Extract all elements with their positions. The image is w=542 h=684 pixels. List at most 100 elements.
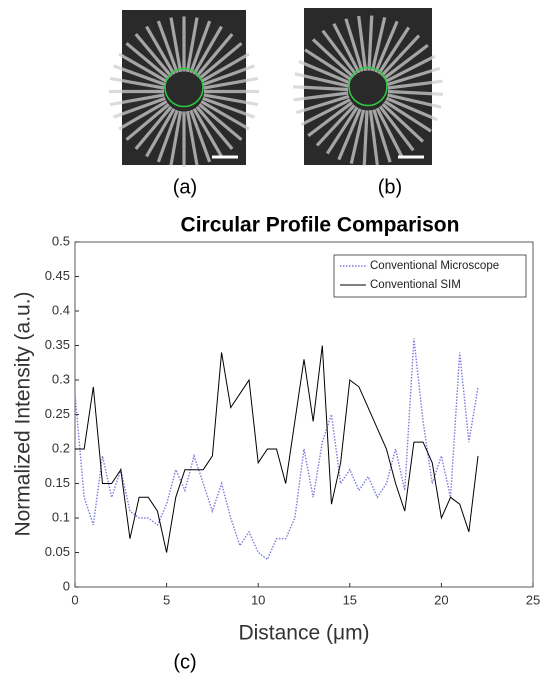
spoke bbox=[200, 100, 250, 131]
spoke bbox=[377, 26, 411, 75]
x-axis-label: Distance (μm) bbox=[238, 622, 369, 645]
spoke bbox=[156, 109, 179, 163]
spoke bbox=[387, 89, 443, 96]
x-tick-label: 10 bbox=[251, 592, 265, 607]
spoke bbox=[192, 25, 223, 75]
spoke bbox=[378, 105, 415, 152]
spoke bbox=[375, 107, 404, 158]
spoke bbox=[311, 38, 355, 79]
spoke bbox=[344, 18, 364, 72]
spoke bbox=[192, 108, 223, 158]
spoke bbox=[370, 17, 387, 72]
spoke bbox=[109, 93, 165, 107]
spoke bbox=[383, 100, 432, 133]
roi-circle bbox=[164, 67, 204, 108]
chart-title: Circular Profile Comparison bbox=[181, 214, 460, 237]
legend-label: Conventional SIM bbox=[370, 279, 461, 291]
spoke bbox=[109, 76, 165, 90]
spoke bbox=[381, 102, 425, 143]
spoke bbox=[349, 109, 366, 164]
spoke bbox=[300, 98, 351, 127]
spoke bbox=[198, 42, 243, 80]
spoke bbox=[293, 91, 349, 102]
spoke bbox=[125, 42, 170, 80]
spoke bbox=[203, 76, 259, 90]
spoke bbox=[321, 29, 358, 76]
y-tick-label: 0.35 bbox=[45, 337, 70, 352]
y-axis-label: Normalized Intensity (a.u.) bbox=[12, 291, 35, 536]
spoke bbox=[325, 106, 359, 155]
x-tick-label: 20 bbox=[434, 592, 448, 607]
spoke bbox=[374, 20, 399, 73]
spoke bbox=[380, 34, 421, 77]
x-tick-label: 25 bbox=[526, 592, 540, 607]
y-tick-label: 0 bbox=[63, 578, 70, 593]
legend-box bbox=[333, 254, 527, 298]
roi-circle bbox=[348, 66, 388, 107]
micrograph-b bbox=[293, 8, 443, 166]
legend-label: Conventional Microscope bbox=[370, 260, 499, 272]
panel-label: (a) bbox=[173, 176, 197, 198]
spoke bbox=[185, 110, 199, 166]
spoke bbox=[294, 72, 349, 88]
y-tick-label: 0.05 bbox=[45, 544, 70, 559]
y-tick-label: 0.4 bbox=[52, 302, 70, 317]
spoke bbox=[385, 96, 438, 122]
spoke bbox=[332, 23, 361, 74]
spoke bbox=[118, 52, 168, 83]
spoke bbox=[189, 20, 212, 74]
spoke bbox=[198, 103, 243, 141]
spoke bbox=[382, 43, 429, 80]
spoke bbox=[304, 48, 353, 81]
spoke bbox=[362, 110, 369, 166]
spoke bbox=[195, 105, 234, 150]
panel-label: (c) bbox=[173, 651, 196, 673]
spoke bbox=[307, 101, 354, 138]
micrograph-a bbox=[109, 10, 259, 167]
spoke bbox=[134, 105, 173, 150]
y-tick-label: 0.3 bbox=[52, 371, 70, 386]
series-line bbox=[74, 338, 479, 561]
y-tick-label: 0.5 bbox=[52, 233, 70, 248]
spoke bbox=[156, 20, 179, 74]
y-tick-label: 0.15 bbox=[45, 475, 70, 490]
y-tick-label: 0.25 bbox=[45, 406, 70, 421]
spoke bbox=[185, 17, 199, 73]
panel-label: (b) bbox=[378, 176, 402, 198]
spoke bbox=[372, 109, 392, 163]
y-tick-label: 0.45 bbox=[45, 268, 70, 283]
spoke bbox=[200, 52, 250, 83]
spoke bbox=[293, 85, 349, 92]
spoke bbox=[202, 64, 256, 87]
spoke bbox=[202, 96, 256, 119]
spoke bbox=[357, 15, 368, 71]
spoke bbox=[169, 17, 183, 73]
spoke bbox=[386, 66, 441, 87]
x-tick-label: 15 bbox=[343, 592, 357, 607]
spoke bbox=[298, 59, 351, 85]
y-tick-label: 0.2 bbox=[52, 440, 70, 455]
spoke bbox=[134, 33, 173, 78]
spoke bbox=[367, 15, 374, 71]
spoke bbox=[295, 94, 350, 115]
spoke bbox=[125, 103, 170, 141]
plot-area bbox=[74, 241, 534, 588]
series-line bbox=[75, 345, 479, 553]
x-tick-label: 5 bbox=[163, 592, 170, 607]
spoke bbox=[315, 104, 356, 147]
y-tick-label: 0.1 bbox=[52, 509, 70, 524]
spoke bbox=[112, 64, 166, 87]
spoke bbox=[203, 93, 259, 107]
spoke bbox=[195, 33, 234, 78]
spoke bbox=[385, 54, 436, 83]
spoke bbox=[387, 93, 442, 109]
spoke bbox=[145, 25, 176, 75]
spoke bbox=[169, 110, 183, 166]
x-tick-label: 0 bbox=[71, 592, 78, 607]
spoke bbox=[145, 108, 176, 158]
spoke bbox=[337, 108, 362, 161]
spoke bbox=[368, 110, 379, 166]
spoke bbox=[189, 109, 212, 163]
spoke bbox=[112, 96, 166, 119]
